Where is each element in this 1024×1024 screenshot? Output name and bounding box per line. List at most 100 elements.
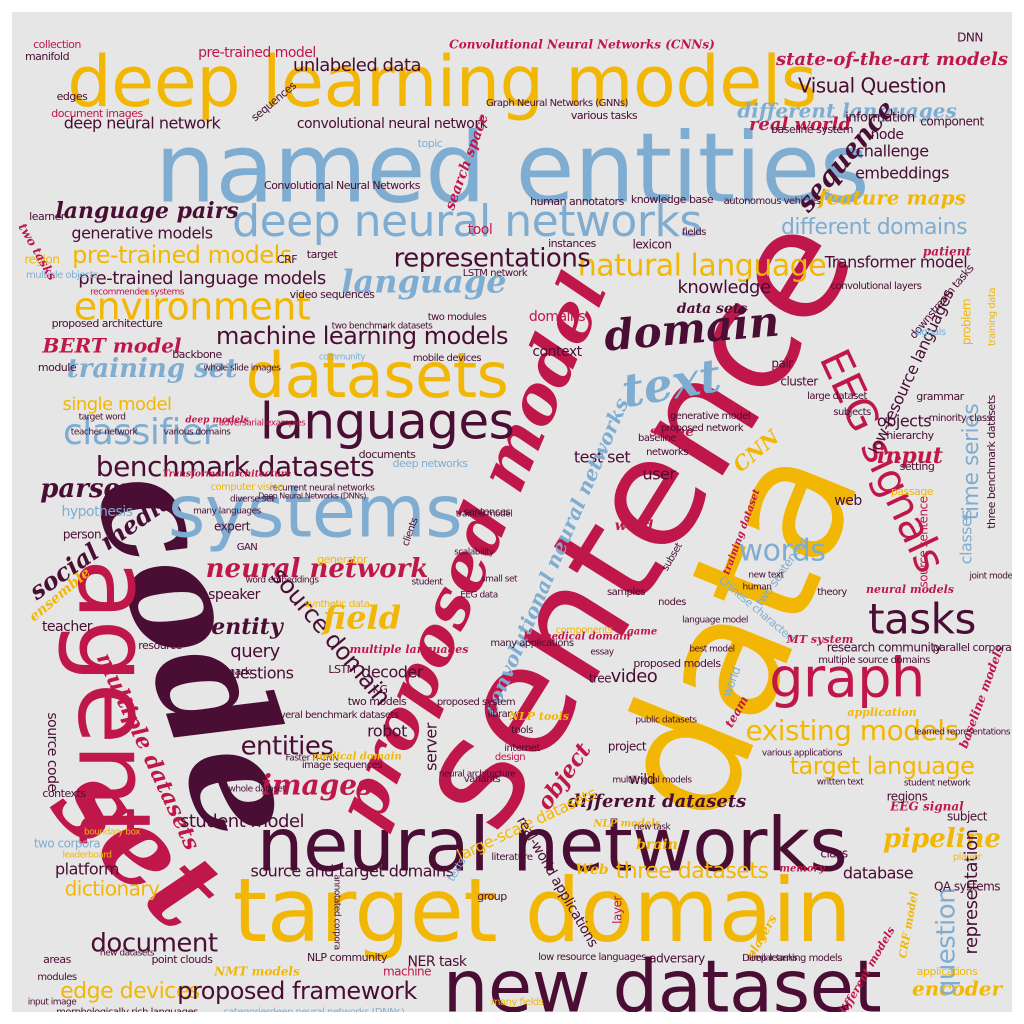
cloud-word: autonomous vehicles	[724, 196, 821, 207]
cloud-word: best model	[689, 645, 734, 655]
cloud-word: three datasets	[616, 859, 769, 884]
cloud-word: many languages	[193, 507, 262, 517]
cloud-word: natural language	[578, 249, 826, 284]
cloud-word: tools	[511, 725, 533, 736]
cloud-word: generative models	[71, 224, 212, 243]
cloud-word: new datasets	[100, 949, 155, 959]
cloud-word: design	[495, 752, 525, 763]
cloud-word: low resource languages	[538, 952, 646, 963]
cloud-word: pre-trained models	[72, 241, 292, 269]
cloud-word: knowledge	[677, 277, 770, 298]
cloud-word: collection	[33, 38, 81, 51]
cloud-word: lexicon	[633, 238, 672, 252]
cloud-word: feature maps	[816, 186, 966, 210]
cloud-word: database	[843, 864, 913, 883]
cloud-word: wild	[629, 772, 655, 788]
cloud-word: Convolutional Neural Networks (CNNs)	[449, 38, 715, 52]
cloud-word: LSTM	[328, 663, 355, 676]
cloud-word: large dataset	[807, 391, 867, 402]
cloud-word: recommender systems	[90, 288, 185, 298]
cloud-word: new text	[748, 571, 784, 581]
cloud-word: proposed framework	[177, 977, 417, 1005]
cloud-word: various tasks	[571, 109, 638, 122]
cloud-word: contexts	[42, 787, 86, 800]
cloud-word: machine	[383, 965, 431, 979]
cloud-word: challenge	[855, 142, 928, 161]
cloud-word: two corpora	[34, 837, 100, 851]
cloud-word: video	[611, 666, 658, 687]
cloud-word: memory	[779, 864, 825, 875]
cloud-word: samples	[607, 587, 645, 598]
cloud-word: student	[412, 578, 444, 588]
cloud-word: MT system	[786, 633, 854, 646]
cloud-word: classes	[957, 510, 976, 565]
cloud-word: nodes	[658, 597, 686, 608]
cloud-word: signals	[914, 327, 946, 338]
cloud-word: question	[932, 888, 962, 996]
cloud-word: module	[38, 361, 77, 374]
cloud-word: mobile devices	[413, 353, 481, 364]
cloud-word: whole slide images	[204, 364, 282, 374]
cloud-word: variants	[464, 774, 501, 785]
cloud-word: context	[532, 344, 582, 360]
cloud-word: several benchmark datasets	[269, 710, 399, 721]
cloud-word: benchmark datasets	[96, 450, 374, 483]
cloud-word: state-of-the-art models	[775, 49, 1008, 70]
cloud-word: target word	[79, 413, 126, 423]
cloud-word: various domains	[164, 428, 232, 438]
cloud-word: multilingual models	[612, 776, 692, 786]
cloud-word: languages	[260, 393, 514, 451]
cloud-word: parallel corpora	[933, 641, 1012, 654]
cloud-word: synthetic data	[305, 599, 370, 610]
cloud-word: machine learning models	[216, 322, 508, 350]
cloud-word: neural architecture	[439, 770, 516, 780]
cloud-word: LSTM network	[463, 268, 528, 279]
cloud-word: hierarchy	[886, 429, 934, 442]
cloud-word: real world	[749, 114, 852, 135]
cloud-word: Convolutional Neural Networks	[264, 179, 421, 192]
cloud-word: similar tasks	[747, 954, 798, 964]
cloud-word: whole dataset	[229, 785, 287, 795]
cloud-word: EEG data	[460, 591, 497, 601]
cloud-word: data sets	[677, 301, 748, 317]
cloud-word: input image	[28, 998, 78, 1008]
cloud-word: many applications	[490, 638, 573, 649]
cloud-word: regions	[887, 790, 928, 804]
cloud-word: parser	[40, 474, 136, 504]
cloud-word: entity	[211, 614, 285, 640]
cloud-word: scalability	[454, 548, 495, 558]
cloud-word: NER task	[408, 954, 468, 970]
cloud-word: community	[319, 353, 366, 363]
cloud-word: representations	[394, 244, 591, 274]
cloud-word: NLP community	[307, 951, 388, 964]
cloud-word: target domain	[233, 859, 852, 962]
cloud-word: component	[920, 115, 984, 129]
cloud-word: topic	[418, 137, 443, 150]
cloud-word: convolutional neural network	[297, 116, 489, 132]
cloud-word: Faster R-CNN	[285, 754, 338, 764]
cloud-word: pre-trained language models	[78, 268, 326, 289]
cloud-word: generative model	[670, 411, 750, 422]
cloud-word: node	[871, 127, 904, 143]
cloud-word: multiple source domains	[818, 655, 930, 666]
cloud-word: patient	[923, 245, 972, 259]
cloud-word: document images	[51, 107, 143, 120]
cloud-word: library	[488, 709, 517, 720]
cloud-word: two models	[348, 695, 407, 708]
cloud-word: many fields	[491, 997, 544, 1008]
cloud-word: diverse set	[230, 495, 275, 505]
cloud-word: web	[834, 493, 862, 509]
cloud-word: backbone	[172, 348, 222, 361]
cloud-word: GAN	[237, 542, 258, 553]
cloud-word: QA systems	[934, 880, 1000, 894]
cloud-word: user	[643, 465, 677, 484]
cloud-word: CRF	[277, 253, 297, 266]
cloud-word: neural models	[866, 583, 954, 596]
cloud-word: region	[25, 253, 60, 267]
cloud-word: document	[90, 929, 217, 959]
cloud-word: image sequences	[302, 760, 383, 771]
cloud-word: written text	[817, 778, 864, 788]
cloud-word: language model	[682, 616, 748, 626]
cloud-word: joint model	[968, 572, 1012, 582]
cloud-word: essay	[590, 648, 614, 658]
